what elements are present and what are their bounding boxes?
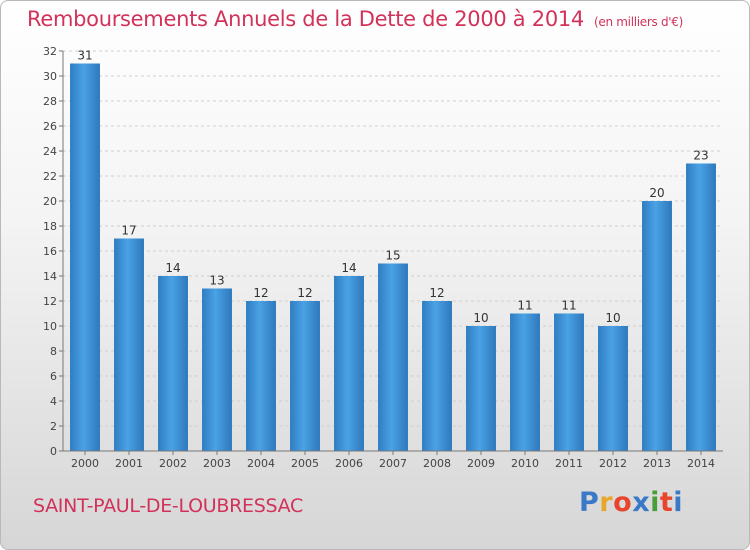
x-tick-label: 2003	[203, 457, 231, 470]
bar-value-label: 10	[605, 311, 620, 325]
bar-value-label: 31	[77, 49, 92, 63]
bar	[202, 288, 232, 451]
chart-title: Remboursements Annuels de la Dette de 20…	[27, 7, 683, 31]
y-tick-label: 14	[43, 270, 57, 283]
title-text: Remboursements Annuels de la Dette de 20…	[27, 7, 584, 31]
bar-value-label: 17	[121, 224, 136, 238]
bar	[510, 313, 540, 451]
x-tick-label: 2005	[291, 457, 319, 470]
y-tick-label: 30	[43, 70, 57, 83]
y-tick-label: 28	[43, 95, 57, 108]
commune-name: SAINT-PAUL-DE-LOUBRESSAC	[33, 495, 303, 517]
y-tick-label: 16	[43, 245, 57, 258]
proxiti-logo[interactable]: Proxiti	[579, 487, 683, 518]
bar	[246, 301, 276, 451]
bar-value-label: 14	[165, 261, 180, 275]
y-tick-label: 4	[50, 395, 57, 408]
bar-value-label: 12	[253, 286, 268, 300]
bar	[598, 326, 628, 451]
x-tick-label: 2008	[423, 457, 451, 470]
y-tick-label: 0	[50, 445, 57, 458]
bar-layer: 31 17 14 13 12 12 14 15 12 10 11 11 10 20 23	[70, 49, 716, 451]
bar-value-label: 12	[297, 286, 312, 300]
bar	[334, 276, 364, 451]
y-tick-label: 8	[50, 345, 57, 358]
bar	[114, 238, 144, 451]
bar	[290, 301, 320, 451]
bar	[642, 201, 672, 451]
x-tick-label: 2001	[115, 457, 143, 470]
title-unit: (en milliers d'€)	[594, 15, 684, 29]
bar	[554, 313, 584, 451]
logo-letter: o	[613, 487, 633, 518]
x-tick-label: 2002	[159, 457, 187, 470]
x-tick-label: 2009	[467, 457, 495, 470]
y-tick-label: 20	[43, 195, 57, 208]
y-tick-label: 22	[43, 170, 57, 183]
y-tick-label: 24	[43, 145, 57, 158]
logo-letter: P	[579, 487, 600, 518]
bar	[422, 301, 452, 451]
x-tick-label: 2000	[71, 457, 99, 470]
bar	[70, 63, 100, 451]
bar-value-label: 11	[517, 299, 532, 313]
logo-letter: r	[599, 487, 614, 518]
logo-letter: i	[650, 487, 660, 518]
logo-letter: t	[659, 487, 674, 518]
logo-letter: i	[673, 487, 684, 518]
bar-value-label: 10	[473, 311, 488, 325]
x-tick-label: 2011	[555, 457, 583, 470]
x-tick-label: 2013	[643, 457, 671, 470]
x-tick-label: 2004	[247, 457, 275, 470]
x-tick-label: 2007	[379, 457, 407, 470]
bar-value-label: 20	[649, 186, 664, 200]
bar-value-label: 14	[341, 261, 356, 275]
logo-letter: x	[632, 487, 651, 518]
x-tick-label: 2006	[335, 457, 363, 470]
bar	[686, 163, 716, 451]
bar-value-label: 12	[429, 286, 444, 300]
bar	[378, 263, 408, 451]
bar	[466, 326, 496, 451]
bar-value-label: 13	[209, 274, 224, 288]
x-tick-label: 2012	[599, 457, 627, 470]
y-tick-label: 12	[43, 295, 57, 308]
y-tick-label: 2	[50, 420, 57, 433]
bar-value-label: 15	[385, 249, 400, 263]
y-tick-label: 18	[43, 220, 57, 233]
y-tick-label: 32	[43, 45, 57, 58]
bar	[158, 276, 188, 451]
y-tick-label: 26	[43, 120, 57, 133]
x-tick-label: 2014	[687, 457, 715, 470]
y-tick-label: 10	[43, 320, 57, 333]
y-tick-label: 6	[50, 370, 57, 383]
x-tick-label: 2010	[511, 457, 539, 470]
bar-value-label: 11	[561, 299, 576, 313]
bar-value-label: 23	[693, 149, 708, 163]
